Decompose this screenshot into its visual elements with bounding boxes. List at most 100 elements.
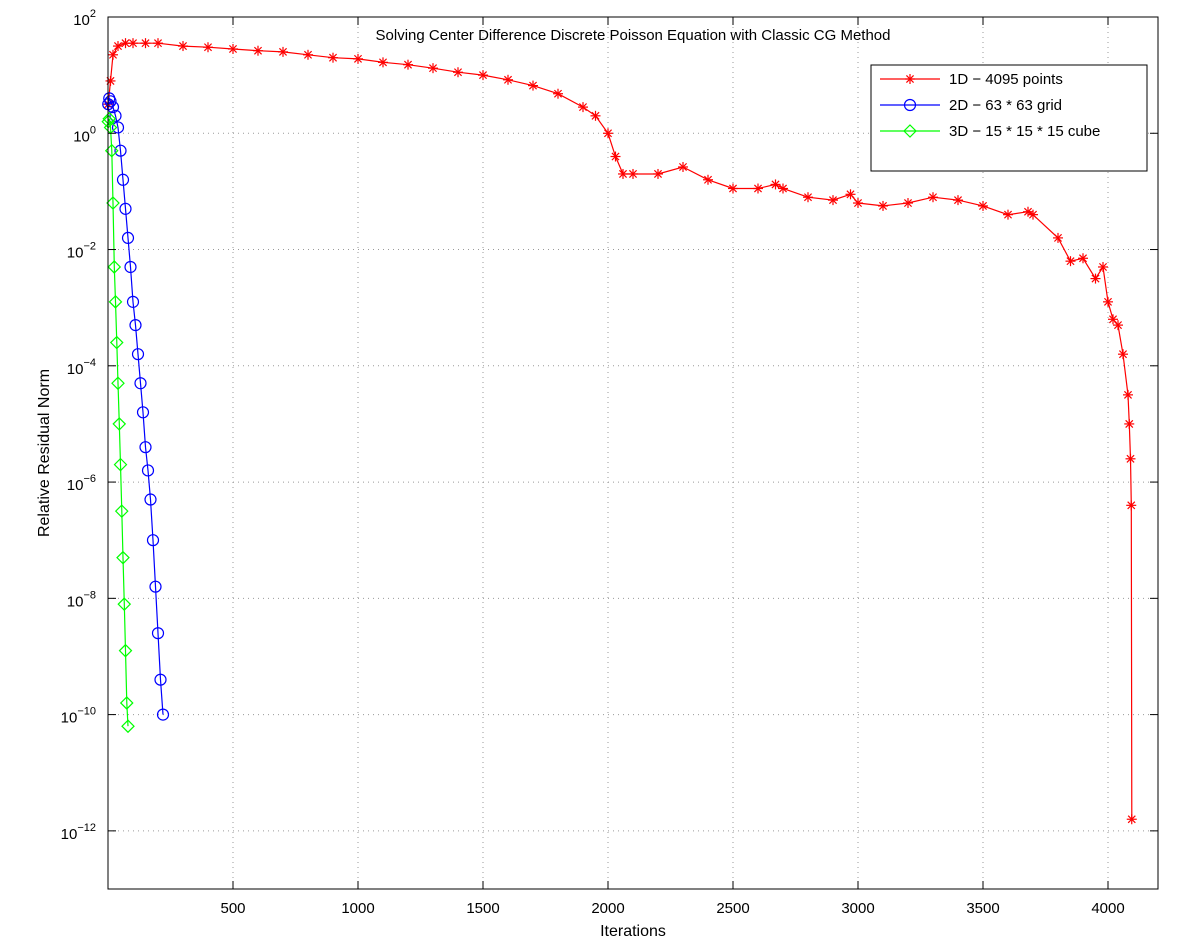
x-tick-label: 500 (220, 900, 245, 917)
legend-box (870, 64, 1148, 172)
series-1 (103, 38, 1137, 825)
y-tick-label: 10−10 (61, 706, 96, 727)
data-point (778, 183, 788, 194)
data-point (928, 192, 938, 203)
data-point (111, 121, 125, 134)
data-point (109, 335, 124, 350)
data-point (114, 504, 129, 518)
legend-marker (903, 124, 917, 138)
data-point (117, 597, 132, 611)
data-point (149, 580, 162, 593)
y-tick-label: 10−4 (67, 357, 96, 378)
data-point (228, 43, 238, 54)
data-point (278, 46, 288, 57)
data-point (845, 189, 856, 200)
data-point (154, 673, 167, 686)
data-point (1123, 389, 1133, 400)
y-tick-label: 10−8 (67, 589, 96, 610)
data-point (131, 348, 145, 361)
data-point (106, 196, 120, 210)
data-point (136, 406, 150, 419)
data-point (140, 38, 151, 49)
legend-label: 2D − 63 * 63 grid (949, 97, 1062, 114)
data-point (119, 202, 132, 215)
data-point (156, 708, 170, 721)
legend-entry: 3D − 15 * 15 * 15 cube (880, 123, 1100, 140)
x-tick-label: 1000 (341, 900, 374, 917)
data-point (590, 110, 601, 121)
data-point (146, 534, 160, 547)
data-point (1125, 453, 1136, 464)
chart-title: Solving Center Difference Discrete Poiss… (376, 27, 891, 44)
data-point (109, 109, 122, 122)
y-tick-label: 10−2 (67, 241, 96, 262)
legend-marker (903, 98, 917, 112)
data-point (116, 550, 130, 565)
data-point (703, 174, 713, 185)
data-point (144, 493, 157, 506)
data-point (528, 80, 538, 91)
data-point (378, 57, 388, 68)
x-tick-label: 3000 (841, 900, 874, 917)
data-point (121, 719, 135, 734)
data-point (903, 198, 913, 209)
data-point (153, 38, 163, 49)
data-point (129, 319, 142, 332)
data-point (124, 260, 137, 274)
data-point (453, 67, 463, 78)
data-point (603, 128, 613, 139)
data-point (102, 111, 117, 126)
data-point (113, 41, 123, 52)
data-point (116, 173, 130, 186)
data-point (128, 38, 138, 49)
plot-frame (107, 16, 1159, 890)
legend-label: 3D − 15 * 15 * 15 cube (949, 123, 1100, 140)
data-point (104, 95, 117, 108)
x-tick-label: 2000 (591, 900, 624, 917)
data-point (1065, 256, 1076, 267)
x-tick-label: 3500 (966, 900, 999, 917)
data-point (141, 464, 155, 477)
data-point (108, 49, 118, 60)
data-point (303, 49, 313, 60)
data-point (126, 295, 140, 308)
data-point (112, 417, 127, 431)
data-point (578, 102, 588, 113)
data-point (853, 198, 863, 209)
data-point (553, 88, 563, 99)
data-point (828, 195, 838, 206)
data-point (353, 53, 363, 64)
data-point (120, 38, 131, 49)
y-tick-label: 100 (73, 124, 96, 145)
data-point (119, 696, 134, 710)
series-line (107, 96, 164, 715)
legend-entry: 2D − 63 * 63 grid (880, 97, 1062, 114)
data-point (953, 195, 963, 206)
data-point (108, 295, 123, 309)
data-point (878, 200, 888, 211)
data-point (114, 144, 127, 157)
data-point (139, 441, 152, 454)
data-point (111, 376, 125, 391)
data-point (203, 42, 213, 53)
data-point (653, 168, 663, 179)
data-point (1028, 209, 1038, 220)
data-point (1118, 349, 1128, 360)
legend-entry: 1D − 4095 points (880, 71, 1063, 88)
y-axis-title: Relative Residual Norm (36, 369, 53, 537)
data-point (1126, 500, 1137, 511)
data-point (113, 457, 128, 472)
data-point (1124, 418, 1135, 429)
data-point (428, 63, 438, 74)
data-point (107, 260, 122, 274)
series-layer (101, 38, 1137, 825)
legend-label: 1D − 4095 points (949, 71, 1063, 88)
data-point (678, 161, 688, 172)
data-point (178, 41, 188, 52)
data-point (1126, 814, 1137, 825)
data-point (628, 168, 638, 179)
data-point (978, 200, 988, 211)
data-point (770, 179, 781, 190)
data-point (753, 183, 763, 194)
